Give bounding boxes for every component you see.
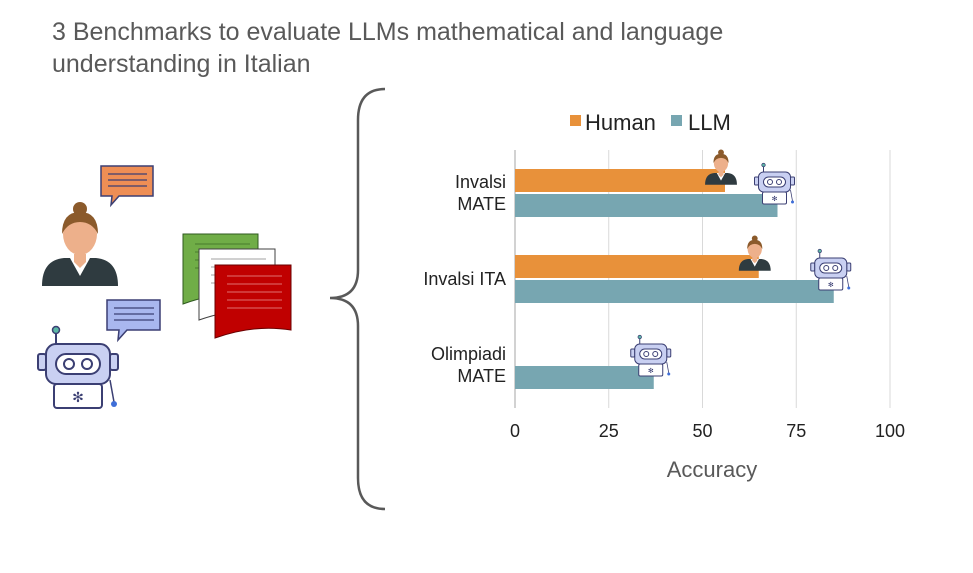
- bar-human: [515, 255, 759, 278]
- page-title: 3 Benchmarks to evaluate LLMs mathematic…: [52, 16, 812, 80]
- woman-avatar-icon: [738, 235, 771, 271]
- x-tick-labels: 0 25 50 75 100: [510, 421, 905, 441]
- legend: Human LLM: [570, 110, 731, 135]
- documents-icon: [182, 233, 292, 339]
- category-label: Olimpiadi MATE: [431, 344, 506, 386]
- legend-swatch-human: [570, 115, 581, 126]
- category-label: Invalsi MATE: [455, 172, 506, 214]
- bar-llm: [515, 280, 834, 303]
- x-tick-label: 25: [599, 421, 619, 441]
- curly-brace: [329, 87, 386, 511]
- legend-label-llm: LLM: [688, 110, 731, 135]
- x-tick-label: 75: [786, 421, 806, 441]
- legend-swatch-llm: [671, 115, 682, 126]
- x-axis-title: Accuracy: [667, 457, 757, 482]
- bars: [515, 169, 834, 389]
- legend-label-human: Human: [585, 110, 656, 135]
- speech-bubble-icon: [100, 165, 154, 208]
- bar-llm: [515, 194, 778, 217]
- x-tick-label: 50: [692, 421, 712, 441]
- bar-human: [515, 169, 725, 192]
- title-line-1: 3 Benchmarks to evaluate LLMs mathematic…: [52, 18, 724, 46]
- gridlines: [514, 150, 891, 408]
- category-label: Invalsi ITA: [423, 269, 506, 289]
- woman-avatar-icon: [705, 149, 737, 185]
- x-tick-label: 100: [875, 421, 905, 441]
- x-tick-label: 0: [510, 421, 520, 441]
- bar-llm: [515, 366, 654, 389]
- title-line-2: understanding in Italian: [52, 50, 311, 78]
- category-labels: Invalsi MATE Invalsi ITA Olimpiadi MATE: [423, 172, 506, 386]
- speech-bubble-icon: [106, 299, 161, 343]
